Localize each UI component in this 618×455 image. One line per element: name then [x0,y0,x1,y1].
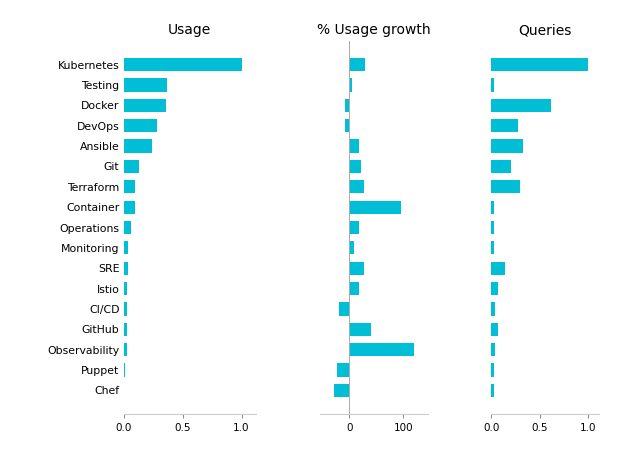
Bar [349,201,400,214]
Bar [124,58,242,71]
Bar [124,180,135,193]
Bar [491,119,519,132]
Bar [124,78,167,91]
Bar [349,262,365,275]
Title: Usage: Usage [168,23,211,37]
Title: Queries: Queries [519,23,572,37]
Bar [124,343,127,356]
Bar [124,262,129,275]
Bar [349,241,353,254]
Bar [345,119,349,132]
Title: % Usage growth: % Usage growth [316,23,430,37]
Bar [124,201,135,214]
Bar [124,119,156,132]
Bar [491,241,494,254]
Bar [349,139,359,152]
Bar [349,58,365,71]
Bar [491,201,494,214]
Bar [491,180,520,193]
Bar [337,364,349,377]
Bar [349,180,365,193]
Bar [124,303,127,316]
Bar [491,262,505,275]
Bar [491,78,494,91]
Bar [124,99,166,112]
Bar [124,323,127,336]
Bar [491,303,495,316]
Bar [339,303,349,316]
Bar [334,384,349,397]
Bar [345,99,349,112]
Bar [349,282,359,295]
Bar [491,343,495,356]
Bar [491,282,498,295]
Bar [124,139,152,152]
Bar [491,384,494,397]
Bar [349,221,359,234]
Bar [491,58,588,71]
Bar [349,160,361,173]
Bar [491,221,494,234]
Bar [491,99,551,112]
Bar [124,364,125,377]
Bar [124,282,127,295]
Bar [491,364,494,377]
Bar [491,323,498,336]
Bar [124,221,130,234]
Bar [491,160,510,173]
Bar [349,78,352,91]
Bar [349,323,371,336]
Bar [491,139,523,152]
Bar [349,343,414,356]
Bar [124,160,139,173]
Bar [124,241,129,254]
